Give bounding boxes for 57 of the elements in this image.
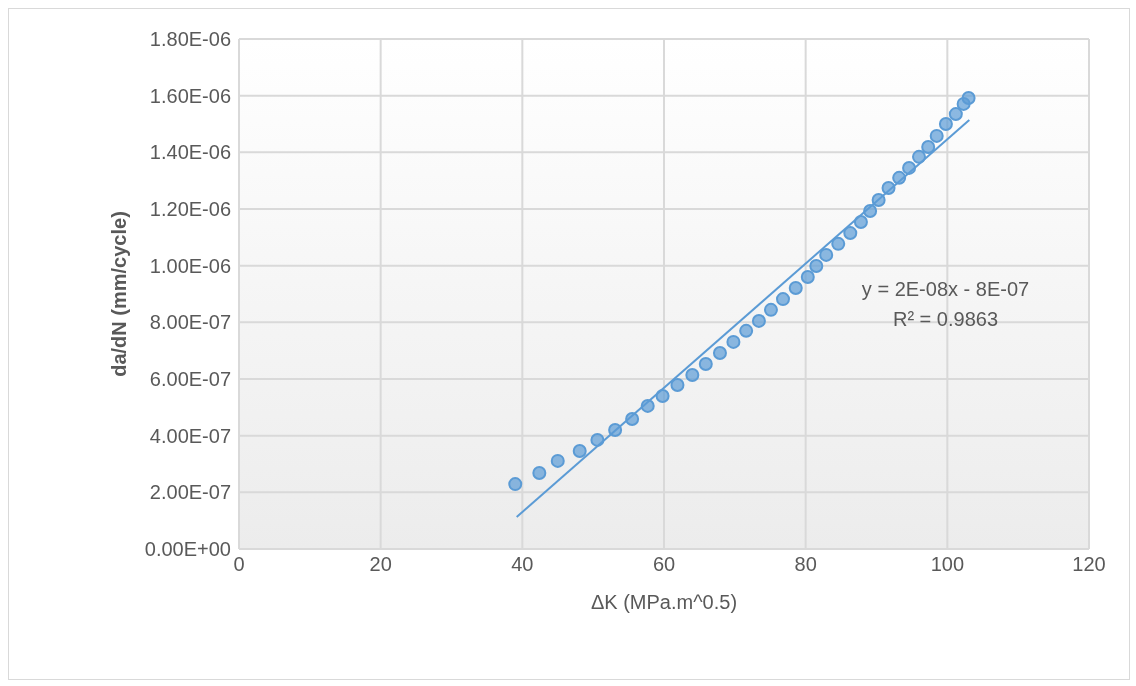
point [938, 117, 953, 131]
point [572, 443, 587, 458]
point [961, 90, 976, 105]
y-tick-label: 1.80E-06 [149, 28, 231, 51]
annotation: R² = 0.9863 [891, 307, 1000, 332]
point [831, 236, 846, 251]
x-tick-label: 0 [233, 553, 245, 576]
x-tick-label: 80 [794, 553, 817, 576]
point [902, 160, 917, 175]
point [655, 389, 670, 403]
point [921, 139, 936, 154]
y-tick-label: 0.00E+00 [144, 538, 231, 561]
point [698, 356, 713, 371]
point [800, 270, 815, 284]
point [608, 423, 623, 437]
x-tick-label: 20 [369, 553, 392, 576]
point [871, 192, 886, 207]
point [881, 181, 896, 196]
y-tick-label: 1.00E-06 [149, 254, 231, 277]
point [670, 377, 685, 392]
y-tick-label: 2.00E-07 [149, 481, 231, 504]
point [751, 313, 766, 328]
y-tick-label: 8.00E-07 [149, 311, 231, 334]
point [809, 258, 824, 273]
x-tick-label: 60 [652, 553, 676, 576]
y-tick-label: 6.00E-07 [149, 368, 231, 391]
point [532, 466, 547, 481]
point [788, 281, 803, 296]
point [640, 398, 655, 413]
point [685, 368, 700, 383]
point [550, 453, 565, 468]
point [819, 247, 834, 262]
point [763, 302, 778, 317]
x-tick-label: 120 [1072, 553, 1106, 576]
point [843, 226, 858, 241]
point [739, 323, 754, 338]
point [726, 334, 741, 349]
point [625, 411, 640, 426]
point [590, 432, 605, 447]
y-axis-title: da/dN (mm/cycle) [108, 211, 131, 377]
x-tick-label: 100 [930, 553, 965, 576]
point [863, 203, 878, 218]
point [508, 477, 523, 492]
point [912, 149, 926, 164]
annotation: y = 2E-08x - 8E-07 [860, 277, 1031, 302]
point [853, 215, 868, 230]
point [948, 107, 963, 122]
point [712, 345, 727, 360]
x-tick-label: 40 [511, 553, 534, 576]
y-tick-label: 1.40E-06 [149, 141, 231, 164]
point [892, 170, 907, 185]
y-tick-label: 4.00E-07 [149, 424, 231, 447]
y-tick-label: 1.20E-06 [149, 198, 231, 221]
point [929, 128, 944, 143]
y-tick-label: 1.60E-06 [149, 84, 231, 107]
point [776, 292, 790, 307]
x-axis-title: ΔK (MPa.m^0.5) [590, 591, 738, 613]
